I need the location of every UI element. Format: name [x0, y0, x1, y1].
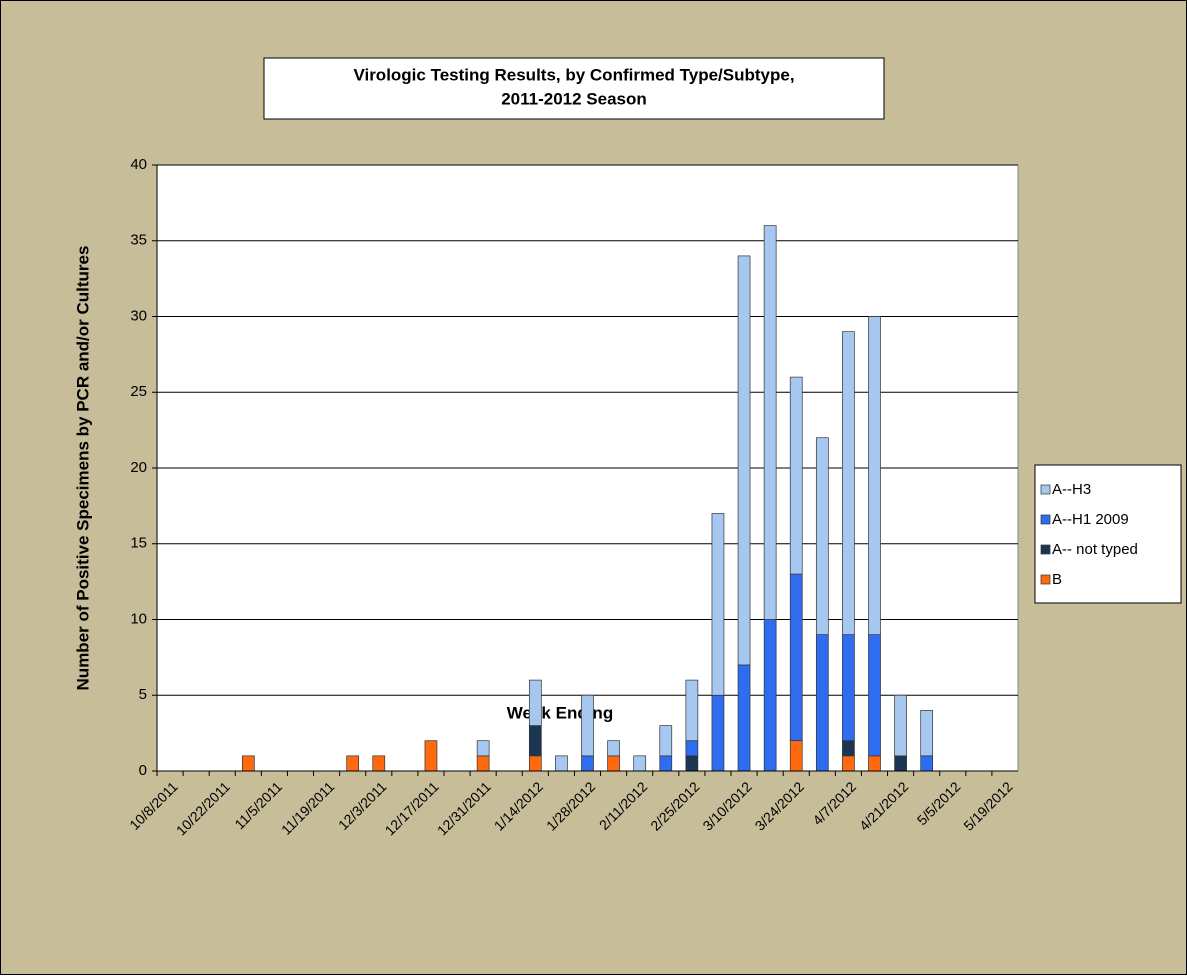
y-tick-label: 40	[130, 156, 147, 173]
bar-segment	[659, 755, 673, 772]
legend-swatch	[1040, 514, 1051, 525]
legend-label: A-- not typed	[1052, 541, 1138, 558]
bar-segment	[920, 755, 934, 772]
title-box	[263, 57, 885, 120]
bar-segment	[763, 225, 777, 620]
y-tick-label: 30	[130, 307, 147, 324]
y-axis-label: Number of Positive Specimens by PCR and/…	[73, 246, 92, 691]
chart-title: 2011-2012 Season	[501, 89, 647, 108]
bar-segment	[868, 316, 881, 635]
y-tick-label: 10	[130, 610, 147, 627]
bar-segment	[476, 740, 490, 757]
bar-segment	[346, 755, 360, 772]
bar-segment	[528, 755, 542, 772]
y-tick-label: 5	[139, 686, 147, 703]
bar-segment	[842, 755, 855, 772]
bar-segment	[763, 619, 777, 772]
bar-segment	[711, 694, 725, 772]
bar-segment	[633, 755, 647, 772]
y-tick-label: 0	[139, 762, 147, 779]
legend-swatch	[1040, 544, 1051, 555]
y-tick-label: 25	[130, 383, 147, 400]
bar-segment	[894, 755, 907, 772]
bar-segment	[920, 710, 934, 757]
bar-segment	[737, 255, 751, 666]
legend-label: A--H3	[1052, 481, 1091, 498]
legend-label: A--H1 2009	[1052, 511, 1129, 528]
bar-segment	[815, 634, 829, 772]
bar-segment	[842, 740, 855, 757]
chart-title: Virologic Testing Results, by Confirmed …	[353, 65, 794, 84]
bar-segment	[528, 679, 542, 726]
bar-segment	[737, 664, 751, 772]
x-axis-label: Week Ending	[507, 703, 613, 722]
y-tick-label: 15	[130, 535, 147, 552]
bar-segment	[815, 437, 829, 636]
legend-label: B	[1052, 571, 1062, 588]
legend-swatch	[1040, 484, 1051, 495]
bar-segment	[685, 740, 699, 757]
bar-segment	[789, 376, 803, 575]
bar-segment	[842, 634, 855, 742]
y-tick-label: 20	[130, 459, 147, 476]
bar-segment	[476, 755, 490, 772]
legend-swatch	[1040, 574, 1051, 585]
bar-segment	[528, 725, 542, 757]
bar-segment	[842, 331, 855, 635]
bar-segment	[894, 694, 907, 757]
bar-segment	[607, 755, 620, 772]
bar-segment	[789, 740, 803, 772]
bar-segment	[372, 755, 386, 772]
bar-segment	[607, 740, 620, 757]
bar-segment	[581, 694, 594, 757]
bar-segment	[424, 740, 438, 772]
y-tick-label: 35	[130, 232, 147, 249]
bar-segment	[581, 755, 594, 772]
bar-segment	[868, 755, 881, 772]
bar-segment	[555, 755, 568, 772]
legend	[1034, 464, 1182, 604]
bar-segment	[241, 755, 255, 772]
bar-segment	[868, 634, 881, 757]
bar-segment	[711, 513, 725, 696]
bar-segment	[789, 573, 803, 742]
bar-segment	[685, 679, 699, 742]
bar-segment	[659, 725, 673, 757]
bar-segment	[685, 755, 699, 772]
